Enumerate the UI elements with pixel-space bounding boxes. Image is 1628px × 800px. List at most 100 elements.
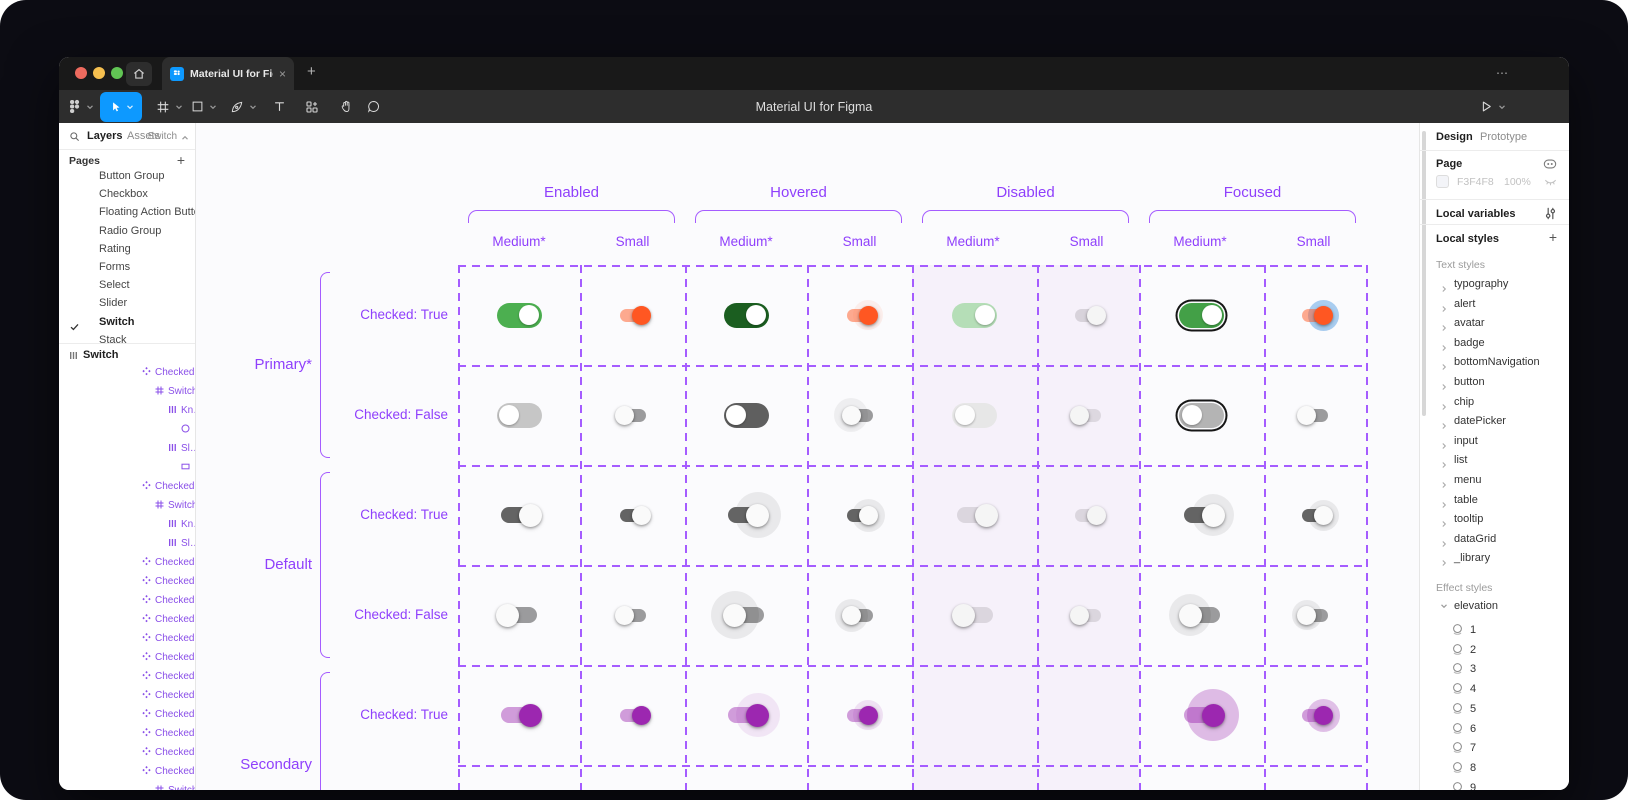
layer-tree-item[interactable]: Kn…: [59, 401, 195, 419]
layer-tree-item[interactable]: Checked=F…: [59, 762, 195, 780]
switch-mui-on[interactable]: [1075, 505, 1106, 525]
size-column-header[interactable]: Medium*: [719, 234, 773, 249]
layer-tree-item[interactable]: Sl…: [59, 439, 195, 457]
state-column-header[interactable]: Focused: [1223, 184, 1282, 201]
layer-tree-item[interactable]: [59, 420, 195, 438]
variables-filter-icon[interactable]: [1544, 207, 1557, 220]
switch-pill-off[interactable]: [496, 402, 542, 428]
text-style-item[interactable]: input: [1420, 432, 1569, 450]
switch-mui-on[interactable]: [846, 700, 883, 730]
text-style-item[interactable]: datePicker: [1420, 412, 1569, 430]
effect-style-item[interactable]: 6: [1420, 720, 1569, 738]
sidebar-page-item[interactable]: Checkbox: [59, 185, 195, 203]
row-label[interactable]: Checked: True: [360, 307, 448, 322]
text-style-item[interactable]: _library: [1420, 549, 1569, 567]
row-group-label[interactable]: Default: [264, 556, 312, 573]
size-column-header[interactable]: Small: [1069, 234, 1104, 249]
switch-pill-off[interactable]: [952, 402, 997, 428]
new-tab-button[interactable]: +: [307, 63, 316, 80]
traffic-close-button[interactable]: [75, 67, 87, 79]
text-style-item[interactable]: badge: [1420, 334, 1569, 352]
switch-mui-on[interactable]: [728, 693, 780, 737]
tab-design[interactable]: Design: [1436, 131, 1473, 143]
layer-tree-item[interactable]: Sl…: [59, 534, 195, 552]
switch-mui-off[interactable]: [834, 598, 873, 632]
size-column-header[interactable]: Small: [615, 234, 650, 249]
size-column-header[interactable]: Small: [1296, 234, 1331, 249]
size-column-header[interactable]: Medium*: [946, 234, 1000, 249]
state-column-header[interactable]: Disabled: [996, 184, 1055, 201]
switch-mui-off[interactable]: [1070, 405, 1101, 425]
switch-mui-off[interactable]: [1297, 405, 1328, 425]
effect-style-item[interactable]: 8: [1420, 759, 1569, 777]
sidebar-page-item[interactable]: Slider: [59, 294, 195, 312]
layer-tree-item[interactable]: Switch: [59, 496, 195, 514]
file-tab[interactable]: Material UI for Figma ×: [162, 57, 294, 90]
text-style-item[interactable]: dataGrid: [1420, 530, 1569, 548]
tab-close-icon[interactable]: ×: [278, 66, 286, 81]
layer-tree-item[interactable]: Checked=T…: [59, 363, 195, 381]
switch-pill-on[interactable]: [1179, 302, 1224, 328]
layer-tree-item[interactable]: Checked=T…: [59, 477, 195, 495]
effect-group-elevation[interactable]: elevation: [1440, 600, 1498, 612]
layer-tree-item[interactable]: Kn…: [59, 515, 195, 533]
effect-style-item[interactable]: 7: [1420, 739, 1569, 757]
sidebar-page-item[interactable]: Radio Group: [59, 222, 195, 240]
traffic-minimize-button[interactable]: [93, 67, 105, 79]
tabbar-overflow-icon[interactable]: ⋯: [1496, 66, 1509, 80]
switch-pill-on[interactable]: [496, 302, 542, 328]
layer-tree-item[interactable]: Checked=T…: [59, 648, 195, 666]
sidebar-page-item[interactable]: Forms: [59, 258, 195, 276]
sidebar-page-item[interactable]: Stack: [59, 331, 195, 343]
page-color-swatch[interactable]: [1436, 175, 1449, 188]
text-style-item[interactable]: list: [1420, 451, 1569, 469]
sidebar-page-item[interactable]: Floating Action Button: [59, 203, 195, 221]
layer-tree-item[interactable]: Checked=F…: [59, 686, 195, 704]
effect-style-item[interactable]: 1: [1420, 621, 1569, 639]
text-style-item[interactable]: chip: [1420, 393, 1569, 411]
switch-mui-on[interactable]: [846, 300, 883, 330]
hidden-eye-icon[interactable]: [1544, 176, 1557, 188]
switch-pill-off[interactable]: [723, 402, 769, 428]
effect-style-item[interactable]: 5: [1420, 700, 1569, 718]
switch-mui-off[interactable]: [1070, 605, 1101, 625]
switch-mui-on[interactable]: [501, 503, 542, 527]
switch-mui-off[interactable]: [614, 405, 646, 425]
effect-style-item[interactable]: 2: [1420, 641, 1569, 659]
layer-tree-item[interactable]: Checked=T…: [59, 572, 195, 590]
switch-pill-on[interactable]: [952, 302, 997, 328]
layer-tree-item[interactable]: Switch: [59, 382, 195, 400]
layer-tree-item[interactable]: Checked=F…: [59, 724, 195, 742]
switch-mui-off[interactable]: [951, 603, 993, 627]
effect-style-item[interactable]: 9: [1420, 779, 1569, 790]
size-column-header[interactable]: Small: [842, 234, 877, 249]
layer-tree-item[interactable]: Checked=T…: [59, 629, 195, 647]
layer-tree-item[interactable]: Switch: [59, 781, 195, 790]
text-style-item[interactable]: menu: [1420, 471, 1569, 489]
text-style-item[interactable]: alert: [1420, 295, 1569, 313]
sidebar-page-item[interactable]: Switch: [59, 313, 195, 331]
switch-mui-on[interactable]: [956, 503, 998, 527]
switch-mui-on[interactable]: [846, 498, 885, 532]
main-menu-button[interactable]: [67, 90, 94, 123]
switch-mui-on[interactable]: [1183, 494, 1234, 536]
effect-style-item[interactable]: 4: [1420, 680, 1569, 698]
size-column-header[interactable]: Medium*: [492, 234, 546, 249]
switch-mui-off[interactable]: [710, 591, 764, 639]
layer-tree-item[interactable]: Checked=F…: [59, 667, 195, 685]
switch-mui-off[interactable]: [1291, 600, 1328, 630]
text-style-item[interactable]: tooltip: [1420, 510, 1569, 528]
page-color-hex[interactable]: F3F4F8: [1457, 176, 1494, 188]
page-color-opacity[interactable]: 100%: [1504, 176, 1531, 188]
switch-mui-on[interactable]: [619, 305, 651, 325]
switch-mui-on[interactable]: [1302, 499, 1339, 531]
switch-pill-on[interactable]: [723, 302, 769, 328]
switch-mui-on[interactable]: [1183, 689, 1239, 741]
text-style-item[interactable]: table: [1420, 491, 1569, 509]
sidebar-page-item[interactable]: Select: [59, 276, 195, 294]
row-label[interactable]: Checked: True: [360, 507, 448, 522]
switch-pill-off[interactable]: [1179, 402, 1224, 428]
state-column-header[interactable]: Enabled: [543, 184, 600, 201]
chevron-up-icon[interactable]: [181, 134, 189, 142]
hand-tool-button[interactable]: [339, 90, 354, 123]
